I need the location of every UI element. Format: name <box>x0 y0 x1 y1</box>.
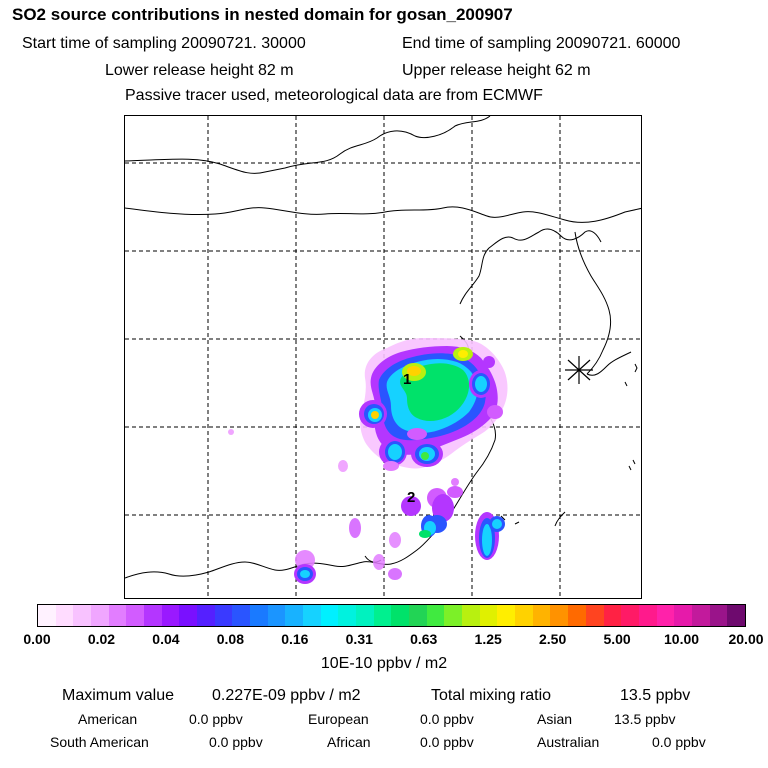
source-name: American <box>78 711 138 727</box>
color-scale-tick-label: 0.31 <box>345 631 373 647</box>
color-scale-tick-label: 0.08 <box>216 631 244 647</box>
color-scale-tick-label: 0.63 <box>410 631 438 647</box>
color-scale-tick-label: 0.00 <box>23 631 51 647</box>
color-swatch <box>108 605 127 626</box>
source-label-2: 2 <box>407 489 415 506</box>
color-swatch <box>250 605 268 626</box>
source-name: European <box>308 711 369 727</box>
max-value: 0.227E-09 ppbv / m2 <box>212 687 361 704</box>
color-swatch <box>91 605 109 626</box>
source-label-1: 1 <box>403 371 411 388</box>
coastlines <box>125 116 641 579</box>
upper-release-height: Upper release height 62 m <box>402 62 591 79</box>
color-swatch <box>55 605 74 626</box>
source-value: 0.0 ppbv <box>652 734 706 750</box>
color-swatch <box>691 605 710 626</box>
source-value: 0.0 ppbv <box>420 734 474 750</box>
lower-release-height: Lower release height 82 m <box>105 62 294 79</box>
source-name: Asian <box>537 711 573 727</box>
color-scale-unit: 10E-10 ppbv / m2 <box>320 655 448 672</box>
start-time: Start time of sampling 20090721. 30000 <box>22 35 306 52</box>
color-swatch <box>727 605 745 626</box>
color-swatch <box>303 605 321 626</box>
color-swatch <box>568 605 586 626</box>
color-swatch <box>638 605 657 626</box>
color-swatch <box>515 605 533 626</box>
color-swatch <box>338 605 357 626</box>
map-panel: 1 2 <box>124 115 642 599</box>
color-scale-tick-label: 5.00 <box>603 631 631 647</box>
source-value: 0.0 ppbv <box>189 711 243 727</box>
color-swatch <box>356 605 374 626</box>
color-swatch <box>426 605 445 626</box>
color-swatch <box>267 605 286 626</box>
color-swatch <box>709 605 728 626</box>
color-swatch <box>444 605 463 626</box>
color-swatch <box>532 605 551 626</box>
color-swatch <box>585 605 604 626</box>
color-swatch <box>409 605 427 626</box>
color-scale-tick-label: 1.25 <box>474 631 502 647</box>
source-name: African <box>327 734 371 750</box>
color-swatch <box>161 605 180 626</box>
color-scale-bar <box>37 604 746 627</box>
color-swatch <box>479 605 498 626</box>
color-scale-tick-label: 10.00 <box>664 631 700 647</box>
plot-title: SO2 source contributions in nested domai… <box>12 5 513 24</box>
color-swatch <box>197 605 215 626</box>
end-time: End time of sampling 20090721. 60000 <box>402 35 681 52</box>
color-swatch <box>603 605 622 626</box>
color-swatch <box>391 605 410 626</box>
source-value: 0.0 ppbv <box>420 711 474 727</box>
source-value: 0.0 ppbv <box>209 734 263 750</box>
receptor-star-icon <box>565 356 593 384</box>
max-value-label: Maximum value <box>62 687 175 704</box>
map-canvas: 1 2 <box>125 116 641 598</box>
tracer-note: Passive tracer used, meteorological data… <box>125 87 543 104</box>
concentration-field <box>228 338 508 584</box>
total-mixing-value: 13.5 ppbv <box>620 687 691 704</box>
color-swatch <box>373 605 392 626</box>
color-swatch <box>674 605 692 626</box>
color-swatch <box>621 605 639 626</box>
color-swatch <box>497 605 516 626</box>
color-scale-tick-label: 0.02 <box>87 631 116 647</box>
source-name: Australian <box>537 734 600 750</box>
color-swatch <box>320 605 339 626</box>
color-swatch <box>462 605 480 626</box>
color-swatch <box>144 605 162 626</box>
color-swatch <box>38 605 56 626</box>
color-swatch <box>126 605 145 626</box>
color-swatch <box>232 605 251 626</box>
color-swatch <box>73 605 92 626</box>
color-swatch <box>656 605 675 626</box>
source-name: South American <box>50 734 149 750</box>
total-mixing-label: Total mixing ratio <box>431 687 552 704</box>
color-scale-tick-label: 0.16 <box>281 631 309 647</box>
color-swatch <box>285 605 304 626</box>
color-swatch <box>179 605 198 626</box>
color-swatch <box>214 605 233 626</box>
color-scale-tick-label: 2.50 <box>539 631 567 647</box>
color-scale-tick-label: 20.00 <box>728 631 764 647</box>
color-swatch <box>550 605 569 626</box>
source-value: 13.5 ppbv <box>614 711 676 727</box>
color-scale-tick-label: 0.04 <box>152 631 180 647</box>
